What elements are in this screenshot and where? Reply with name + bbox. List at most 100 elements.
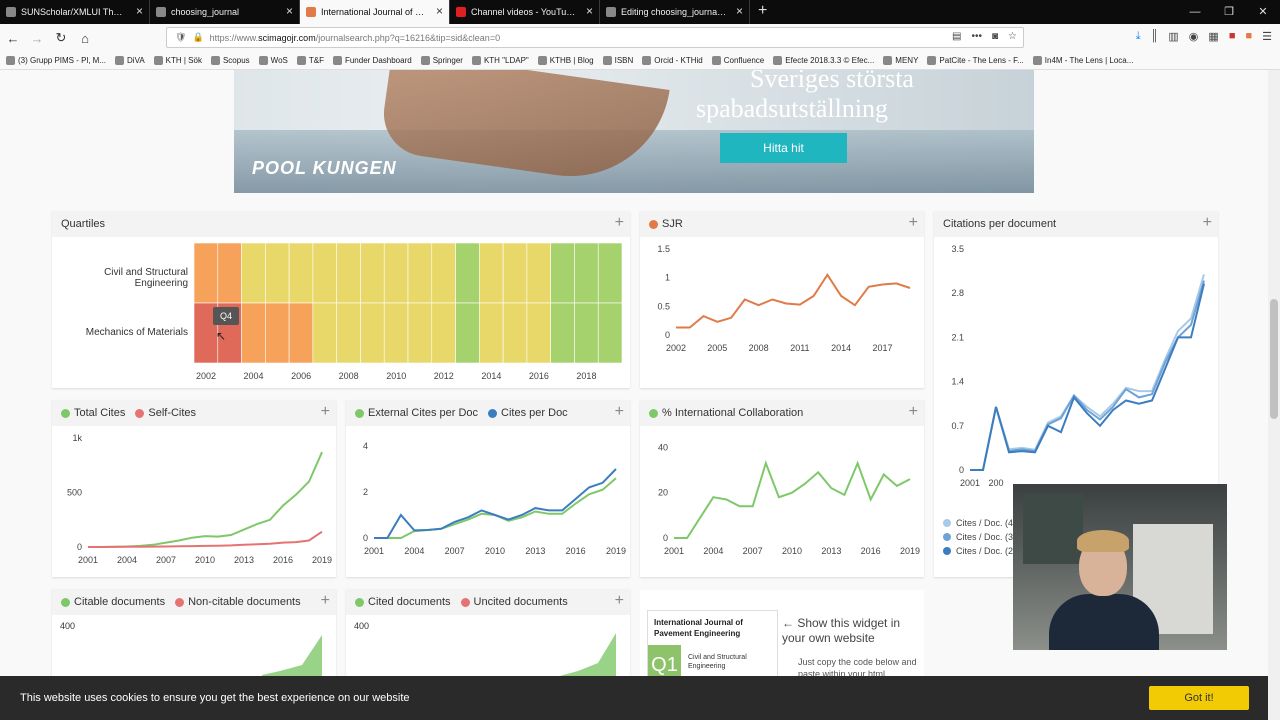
quartile-cell bbox=[550, 302, 575, 364]
bookmark-item[interactable]: Springer bbox=[420, 56, 463, 65]
legend-label: Total Cites bbox=[74, 407, 126, 419]
y-tick-label: 400 bbox=[354, 621, 370, 631]
scrollbar-thumb[interactable] bbox=[1270, 299, 1278, 419]
expand-icon[interactable]: + bbox=[1202, 214, 1212, 231]
account-icon[interactable]: ◉ bbox=[1188, 31, 1199, 43]
cookie-accept-button[interactable]: Got it! bbox=[1149, 686, 1249, 710]
close-tab-icon[interactable]: × bbox=[135, 4, 143, 18]
card-header: Quartiles + bbox=[52, 211, 630, 237]
bookmark-item[interactable]: Scopus bbox=[210, 56, 250, 65]
bookmark-item[interactable]: T&F bbox=[296, 56, 324, 65]
x-tick-label: 2001 bbox=[78, 555, 98, 565]
more-icon[interactable]: ••• bbox=[971, 31, 982, 42]
legend-dot bbox=[135, 408, 145, 418]
sidebar-icon[interactable]: ▥ bbox=[1168, 31, 1179, 43]
y-tick-label: 2.1 bbox=[951, 332, 964, 342]
close-window-icon[interactable]: ✕ bbox=[1258, 6, 1268, 18]
series-line bbox=[676, 272, 911, 329]
browser-tab[interactable]: SUNScholar/XMLUI Theme/M1/Inc × bbox=[0, 0, 150, 24]
x-tick-label: 2004 bbox=[244, 371, 264, 381]
y-tick-label: 1k bbox=[72, 433, 82, 443]
browser-tab[interactable]: Editing choosing_journal/inde × bbox=[600, 0, 750, 24]
x-tick-label: 2002 bbox=[196, 371, 216, 381]
x-tick-label: 2010 bbox=[195, 555, 215, 565]
download-icon[interactable]: ⤓ bbox=[1135, 30, 1141, 42]
advertisement-banner[interactable]: Sveriges största spabadsutställning Hitt… bbox=[234, 70, 1034, 193]
x-tick-label: 2001 bbox=[364, 546, 384, 556]
citations-per-document-chart: 3.5 2.8 2.1 1.4 0.7 0 2001 200 Cites / Doc. (4 Ci… bbox=[943, 244, 1205, 556]
expand-icon[interactable]: + bbox=[614, 403, 624, 420]
pocket-icon[interactable]: ◙ bbox=[991, 31, 999, 42]
close-tab-icon[interactable]: × bbox=[585, 4, 593, 18]
back-icon[interactable]: ← bbox=[6, 30, 20, 46]
bookmark-item[interactable]: PatCite - The Lens - F... bbox=[927, 56, 1024, 65]
reload-icon[interactable]: ↻ bbox=[55, 30, 67, 45]
youtube-icon bbox=[456, 7, 466, 17]
browser-tab[interactable]: choosing_journal × bbox=[150, 0, 300, 24]
series-line bbox=[374, 468, 617, 539]
new-tab-button[interactable]: + bbox=[758, 2, 768, 19]
x-tick-label: 2008 bbox=[339, 371, 359, 381]
y-tick-label: 0.5 bbox=[657, 301, 670, 311]
expand-icon[interactable]: + bbox=[320, 403, 330, 420]
quartile-cell bbox=[193, 242, 219, 304]
library-icon[interactable]: ║ bbox=[1150, 30, 1159, 42]
expand-icon[interactable]: + bbox=[614, 214, 624, 231]
container-icon[interactable]: ▦ bbox=[1208, 31, 1219, 43]
bookmark-item[interactable]: KTH | Sök bbox=[153, 56, 202, 65]
browser-tab[interactable]: International Journal of Pavem × bbox=[300, 0, 450, 24]
bookmark-item[interactable]: In4M - The Lens | Loca... bbox=[1032, 56, 1133, 65]
legend-dot bbox=[175, 597, 185, 607]
x-tick-label: 2011 bbox=[790, 343, 809, 353]
tab-label: Editing choosing_journal/inde bbox=[621, 7, 727, 17]
card-header: SJR + bbox=[640, 211, 924, 237]
home-icon[interactable]: ⌂ bbox=[81, 30, 89, 46]
bookmark-item[interactable]: (3) Grupp PIMS - Pl, M... bbox=[6, 56, 106, 65]
card-header: External Cites per Doc Cites per Doc + bbox=[346, 400, 630, 426]
expand-icon[interactable]: + bbox=[614, 592, 624, 609]
toolbar-right: ⤓ ║ ▥ ◉ ▦ ■ ■ ☰ bbox=[1136, 30, 1272, 43]
international-collaboration-card: % International Collaboration + 40 20 0 200… bbox=[640, 400, 924, 577]
bookmark-item[interactable]: WoS bbox=[258, 56, 288, 65]
bookmark-item[interactable]: Orcid - KTHid bbox=[642, 56, 703, 65]
expand-icon[interactable]: + bbox=[908, 214, 918, 231]
url-bar[interactable]: 🛡 🔒 https://www. scimagojr.com/journalsea… bbox=[166, 27, 1024, 48]
star-icon[interactable]: ☆ bbox=[1008, 31, 1017, 42]
bookmark-item[interactable]: Funder Dashboard bbox=[332, 56, 412, 65]
legend-cited: Cited documents bbox=[355, 596, 451, 608]
x-tick-label: 2019 bbox=[312, 555, 332, 565]
legend-international: % International Collaboration bbox=[649, 407, 803, 419]
bookmark-item[interactable]: DiVA bbox=[115, 56, 145, 65]
quartile-cell bbox=[431, 242, 456, 304]
minimize-icon[interactable]: — bbox=[1189, 6, 1201, 18]
bookmark-item[interactable]: KTHB | Blog bbox=[537, 56, 594, 65]
close-tab-icon[interactable]: × bbox=[735, 4, 743, 18]
page-scrollbar[interactable] bbox=[1268, 70, 1280, 720]
extension-orange-icon[interactable]: ■ bbox=[1245, 30, 1253, 42]
bookmark-item[interactable]: MENY bbox=[883, 56, 918, 65]
extension-red-icon[interactable]: ■ bbox=[1228, 30, 1236, 42]
ad-cta-button[interactable]: Hitta hit bbox=[720, 133, 847, 163]
bookmark-item[interactable]: Efecte 2018.3.3 © Efec... bbox=[773, 56, 874, 65]
reader-icon[interactable]: ▤ bbox=[952, 31, 962, 42]
quartile-tooltip: Q4 bbox=[213, 307, 240, 325]
x-tick-label: 2004 bbox=[404, 546, 424, 556]
quartile-cell bbox=[502, 302, 528, 364]
series-line bbox=[88, 451, 323, 548]
bookmark-item[interactable]: KTH "LDAP" bbox=[471, 56, 529, 65]
expand-icon[interactable]: + bbox=[908, 403, 918, 420]
restore-icon[interactable]: ❐ bbox=[1224, 6, 1234, 18]
menu-icon[interactable]: ☰ bbox=[1262, 31, 1272, 43]
bookmark-item[interactable]: ISBN bbox=[602, 56, 633, 65]
ad-headline-1: Sveriges största bbox=[750, 70, 914, 93]
browser-tab[interactable]: Channel videos - YouTube Stu × bbox=[450, 0, 600, 24]
close-tab-icon[interactable]: × bbox=[435, 4, 443, 18]
expand-icon[interactable]: + bbox=[320, 592, 330, 609]
x-tick-label: 2014 bbox=[831, 343, 851, 353]
forward-icon[interactable]: → bbox=[30, 30, 44, 46]
bookmark-item[interactable]: Confluence bbox=[711, 56, 764, 65]
legend-label: Cites / Doc. (4 bbox=[956, 518, 1013, 528]
url-path: /journalsearch.php?q=16216&tip=sid&clean… bbox=[315, 32, 501, 43]
card-header: Total Cites Self-Cites + bbox=[52, 400, 336, 426]
close-tab-icon[interactable]: × bbox=[285, 4, 293, 18]
